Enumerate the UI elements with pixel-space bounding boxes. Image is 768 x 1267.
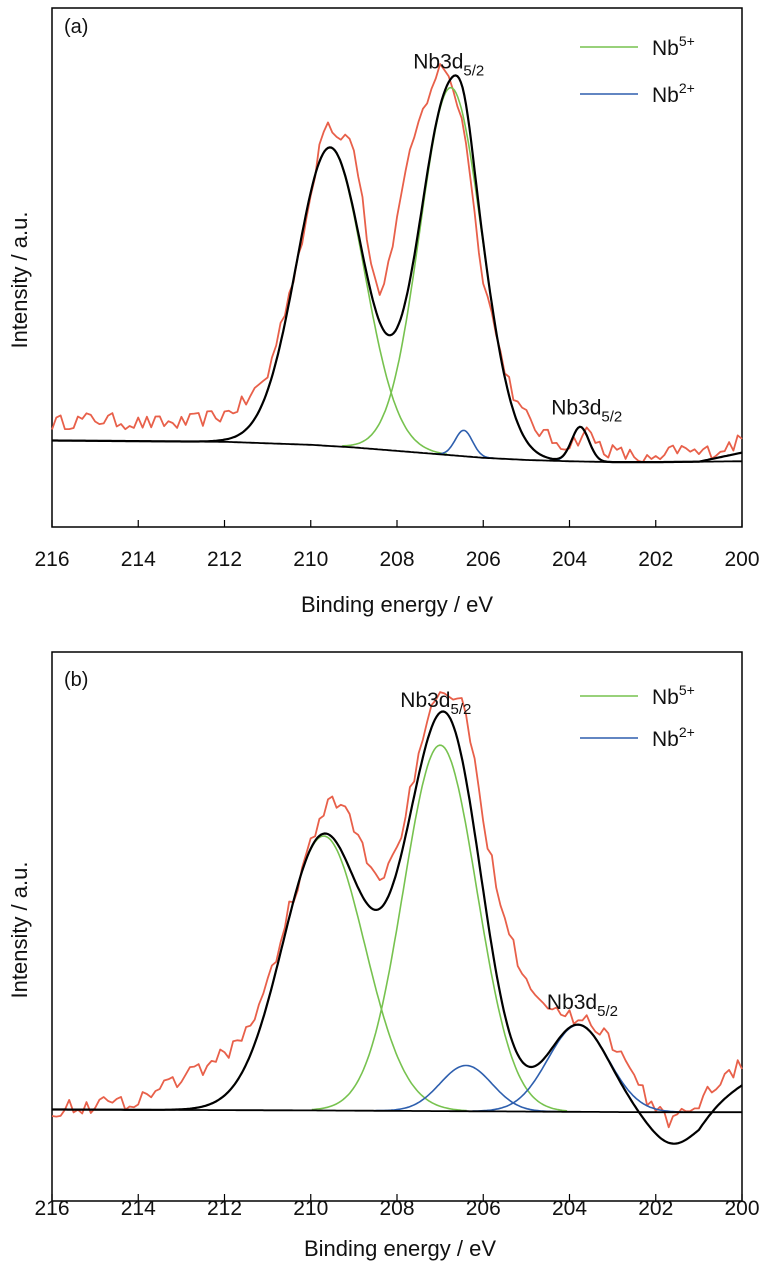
x-tick-label: 208 [379, 548, 414, 571]
component-peak-Nb2plus [472, 1024, 683, 1113]
component-peak-Nb2plus [375, 1064, 557, 1113]
x-tick-label: 204 [552, 1197, 587, 1220]
x-tick-label: 202 [638, 1197, 673, 1220]
x-tick-label: 210 [293, 1197, 328, 1220]
x-tick-label: 214 [121, 548, 156, 571]
legend-label: Nb2+ [652, 80, 695, 107]
background-line [52, 439, 742, 463]
component-peak-Nb5plus [180, 835, 467, 1112]
curves-b [51, 691, 743, 1145]
peak-annotation: Nb3d5/2 [551, 397, 622, 426]
x-tick-label: 206 [466, 548, 501, 571]
curves-a [51, 63, 743, 464]
panel-b: (b) 216 214 212 210 208 206 204 202 200 Nb5+ Nb2+… [7, 651, 760, 1261]
experimental-series [51, 63, 743, 463]
x-tick-label: 202 [638, 548, 673, 571]
experimental-series [51, 691, 743, 1129]
x-axis-title-a: Binding energy / eV [301, 592, 493, 617]
x-axis-title-b: Binding energy / eV [304, 1236, 496, 1261]
component-peak-Nb5plus [212, 146, 448, 455]
x-tick-label: 216 [34, 1197, 69, 1220]
x-tick-label: 212 [207, 1197, 242, 1220]
x-ticks-a: 216 214 212 210 208 206 204 202 200 [34, 520, 760, 571]
envelope-fit [52, 74, 743, 464]
x-tick-label: 200 [724, 1197, 759, 1220]
y-axis-title-b: Intensity / a.u. [7, 862, 32, 999]
peak-annotation: Nb3d5/2 [547, 991, 618, 1020]
component-peak-Nb5plus [311, 744, 568, 1112]
x-tick-label: 210 [293, 548, 328, 571]
plot-frame-a [51, 7, 743, 528]
x-tick-label: 204 [552, 548, 587, 571]
y-axis-title-a: Intensity / a.u. [7, 212, 32, 349]
legend-label: Nb2+ [652, 724, 695, 751]
envelope-fit [52, 710, 743, 1145]
x-tick-label: 208 [379, 1197, 414, 1220]
x-ticks-b: 216 214 212 210 208 206 204 202 200 [34, 1194, 760, 1220]
panel-a: (a) 216 214 212 210 208 206 204 202 200 Nb5+ Nb2+… [7, 7, 760, 617]
peak-annotation: Nb3d5/2 [400, 689, 471, 718]
panel-label-a: (a) [64, 16, 88, 38]
panel-label-b: (b) [64, 669, 88, 691]
component-peak-Nb2plus [433, 429, 495, 460]
x-tick-label: 214 [121, 1197, 156, 1220]
x-tick-label: 200 [724, 548, 759, 571]
legend-label: Nb5+ [652, 682, 695, 709]
x-tick-label: 212 [207, 548, 242, 571]
legend-label: Nb5+ [652, 33, 695, 60]
x-tick-label: 206 [466, 1197, 501, 1220]
legend-b: Nb5+ Nb2+ [580, 682, 695, 751]
x-tick-label: 216 [34, 548, 69, 571]
legend-a: Nb5+ Nb2+ [580, 33, 695, 107]
